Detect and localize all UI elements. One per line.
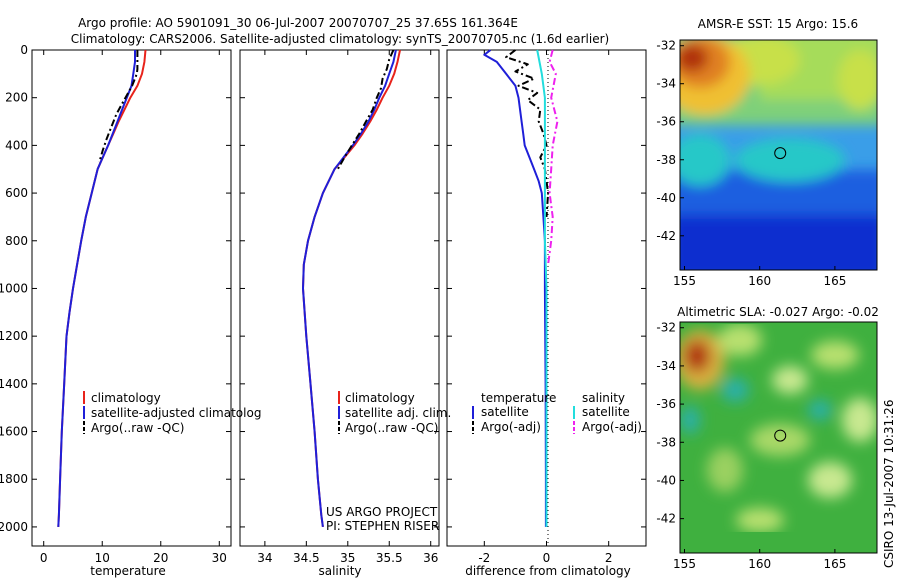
series-line-temperature-argo-adj [505,49,550,217]
y-tick-label: -34 [656,359,676,373]
credit-project: US ARGO PROJECT [326,505,438,519]
x-tick-label: 155 [673,274,696,288]
x-tick-label: -2 [478,551,490,565]
legend-label-satellite: satellite adj. clim. [345,406,451,420]
salinity-legend: climatology satellite adj. clim. Argo(..… [338,391,451,435]
y-tick-label: -36 [656,397,676,411]
sst-map-frame [679,39,878,271]
y-tick-label: -32 [656,39,676,53]
y-tick-label: -42 [656,512,676,526]
y-tick-label: -38 [656,435,676,449]
x-tick-label: 36 [423,551,438,565]
y-tick-label: 1200 [0,329,28,343]
difference-ticks: -2 0 2 [447,49,646,565]
temperature-panel: 0 10 20 30 0 200 400 600 800 1000 1200 1400 1600 1800… [0,43,261,578]
legend-label-sal-argo: Argo(-adj) [582,420,642,434]
y-tick-label: -34 [656,77,676,91]
x-tick-label: 155 [673,557,696,571]
y-tick-label: -40 [656,473,676,487]
sst-map-ticks: 155 160 165 -32 -34 -36 -38 -40 -42 [656,39,846,288]
series-line-salinity-argo-adj [547,49,559,265]
difference-x-label: difference from climatology [465,564,631,578]
legend-label-argo: Argo(..raw -QC) [91,421,184,435]
sla-map-title: Altimetric SLA: -0.027 Argo: -0.02 [677,305,879,319]
x-tick-label: 160 [748,557,771,571]
x-tick-label: 165 [823,274,846,288]
x-tick-label: 34.5 [293,551,320,565]
credit-pi: PI: STEPHEN RISER [326,519,439,533]
legend-label-climatology: climatology [345,391,415,405]
x-tick-label: 34 [257,551,272,565]
series-line-climatology [302,49,401,528]
y-tick-label: -32 [656,321,676,335]
y-tick-label: 1600 [0,425,28,439]
y-tick-label: 1000 [0,281,28,295]
y-tick-label: 2000 [0,520,28,534]
y-tick-label: 1800 [0,472,28,486]
y-tick-label: 1400 [0,377,28,391]
difference-panel: -2 0 2 temperature satellite Argo(-adj) sa… [446,49,647,578]
x-tick-label: 0 [543,551,551,565]
sla-map-ticks: 155 160 165 -32 -34 -36 -38 -40 -42 [656,321,846,571]
temperature-axes-frame [31,49,232,547]
y-tick-label: 600 [5,186,28,200]
x-tick-label: 0 [40,551,48,565]
y-tick-label: 200 [5,91,28,105]
series-line-argo [98,50,139,163]
x-tick-label: 10 [95,551,110,565]
y-tick-label: 0 [20,43,28,57]
figure-title-line-2: Climatology: CARS2006. Satellite-adjuste… [71,32,609,46]
y-tick-label: -36 [656,115,676,129]
salinity-curves [302,49,401,528]
temperature-ticks: 0 10 20 30 0 200 400 600 800 1000 1200 1400 1600 1800… [0,43,231,565]
sla-map-frame [679,321,878,554]
salinity-axes-frame [239,49,440,547]
y-tick-label: 800 [5,234,28,248]
x-tick-label: 2 [605,551,613,565]
temperature-x-label: temperature [90,564,165,578]
salinity-x-label: salinity [318,564,361,578]
legend-label-argo: Argo(..raw -QC) [345,421,438,435]
legend-label-temp-argo: Argo(-adj) [481,420,541,434]
argo-position-marker [774,429,787,442]
series-line-argo [336,49,395,170]
temperature-curves [57,49,147,527]
series-line-temperature-satellite [483,49,547,527]
legend-label-temp-satellite: satellite [481,405,529,419]
legend-label-satellite: satellite-adjusted climatolog [91,406,261,420]
x-tick-label: 160 [748,274,771,288]
legend-temperature-title: temperature [481,391,556,405]
difference-legend: temperature satellite Argo(-adj) salinit… [472,391,642,434]
legend-label-climatology: climatology [91,391,161,405]
temperature-legend: climatology satellite-adjusted climatolo… [83,391,261,435]
y-tick-label: -40 [656,191,676,205]
difference-curves [483,49,559,527]
series-line-salinity-satellite [536,49,548,527]
y-tick-label: -42 [656,229,676,243]
series-line-climatology [57,49,147,527]
salinity-ticks: 34 34.5 35 35.5 36 [240,49,439,565]
sst-field [680,40,877,270]
sla-field [680,322,877,553]
x-tick-label: 35.5 [376,551,403,565]
sst-map: AMSR-E SST: 15 Argo: 15.6 155 160 165 -32 -3… [656,17,878,288]
sst-map-title: AMSR-E SST: 15 Argo: 15.6 [698,17,858,31]
legend-salinity-title: salinity [582,391,625,405]
footer-stamp: CSIRO 13-Jul-2007 10:31:26 [882,400,896,568]
x-tick-label: 35 [340,551,355,565]
x-tick-label: 30 [212,551,227,565]
series-line-satellite-adjusted-climatology [57,50,136,527]
argo-position-marker [774,147,787,160]
series-line-satellite-adj-clim [302,49,397,528]
y-tick-label: -38 [656,153,676,167]
y-tick-label: 400 [5,138,28,152]
figure-title-line-1: Argo profile: AO 5901091_30 06-Jul-2007 … [78,16,518,30]
sla-map: Altimetric SLA: -0.027 Argo: -0.02 155 16… [656,305,879,571]
x-tick-label: 20 [153,551,168,565]
x-tick-label: 165 [823,557,846,571]
salinity-panel: 34 34.5 35 35.5 36 climatology satellite adj… [239,49,451,578]
legend-label-sal-satellite: satellite [582,405,630,419]
